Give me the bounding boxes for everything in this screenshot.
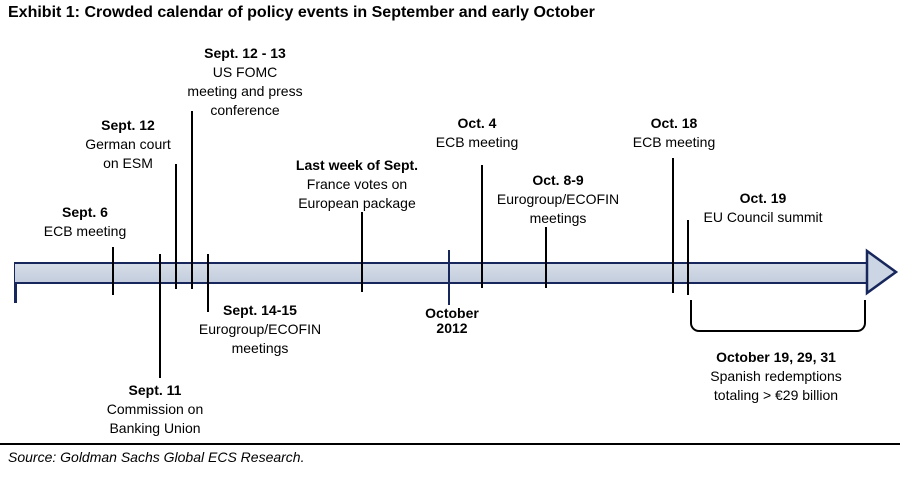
event-date: Sept. 12 - 13 <box>204 45 286 61</box>
event-desc: German court <box>85 136 171 152</box>
event-desc: ECB meeting <box>435 134 519 150</box>
event-oct-4: Oct. 4 ECB meeting <box>436 114 518 152</box>
axis-month-label: October 2012 <box>425 306 479 336</box>
event-oct-19: Oct. 19 EU Council summit <box>703 189 822 227</box>
event-spanish-redemptions: October 19, 29, 31 Spanish redemptions t… <box>710 348 842 405</box>
tick-sept-12-13 <box>191 111 193 289</box>
event-sept-6: Sept. 6 ECB meeting <box>44 203 126 241</box>
event-oct-18: Oct. 18 ECB meeting <box>633 114 715 152</box>
tick-oct-4 <box>481 165 483 288</box>
tick-sept-6 <box>112 247 114 295</box>
event-date: Sept. 11 <box>128 382 182 398</box>
event-desc: Commission on <box>106 401 204 417</box>
event-desc: European package <box>298 195 416 211</box>
tick-last-week-sept <box>361 212 363 292</box>
tick-sept-12 <box>175 164 177 289</box>
event-desc: ECB meeting <box>632 134 716 150</box>
event-sept-12-13: Sept. 12 - 13 US FOMC meeting and press … <box>187 44 302 120</box>
event-date: Sept. 12 <box>101 117 155 133</box>
axis-month: October <box>425 305 479 321</box>
event-desc: conference <box>210 102 280 118</box>
event-desc: France votes on <box>306 176 408 192</box>
event-desc: totaling > €29 billion <box>713 387 839 403</box>
event-date: Sept. 6 <box>62 204 108 220</box>
bracket-spanish-redemptions <box>690 300 866 332</box>
event-desc: Eurogroup/ECOFIN <box>496 191 620 207</box>
tick-sept-14-15 <box>207 254 209 312</box>
event-date: Last week of Sept. <box>295 157 419 173</box>
event-last-week-sept: Last week of Sept. France votes on Europ… <box>296 156 418 213</box>
event-desc: meeting and press <box>187 83 303 99</box>
event-date: Oct. 19 <box>739 190 787 206</box>
axis-year: 2012 <box>436 320 468 336</box>
event-sept-11: Sept. 11 Commission on Banking Union <box>107 381 203 438</box>
tick-oct-19 <box>687 220 689 295</box>
timeline-bar <box>15 262 868 284</box>
event-desc: meetings <box>529 210 587 226</box>
event-desc: Banking Union <box>109 420 201 436</box>
tick-sept-11 <box>159 254 161 378</box>
event-desc: Eurogroup/ECOFIN <box>198 321 322 337</box>
tick-october-2012 <box>448 250 450 305</box>
tick-oct-18 <box>672 158 674 293</box>
event-desc: on ESM <box>103 155 153 171</box>
event-desc: US FOMC <box>212 64 278 80</box>
event-date: Sept. 14-15 <box>223 302 297 318</box>
event-date: Oct. 18 <box>650 115 698 131</box>
footer-divider <box>0 443 900 445</box>
event-date: Oct. 8-9 <box>532 172 584 188</box>
event-desc: Spanish redemptions <box>710 368 842 384</box>
event-sept-12: Sept. 12 German court on ESM <box>85 116 171 173</box>
event-oct-8-9: Oct. 8-9 Eurogroup/ECOFIN meetings <box>497 171 619 228</box>
event-date: October 19, 29, 31 <box>716 349 836 365</box>
timeline-arrowhead-icon <box>865 248 899 296</box>
event-desc: meetings <box>231 340 289 356</box>
exhibit-title: Exhibit 1: Crowded calendar of policy ev… <box>8 4 595 21</box>
event-sept-14-15: Sept. 14-15 Eurogroup/ECOFIN meetings <box>199 301 321 358</box>
event-desc: EU Council summit <box>703 209 823 225</box>
event-date: Oct. 4 <box>457 115 497 131</box>
source-note: Source: Goldman Sachs Global ECS Researc… <box>8 449 305 465</box>
event-desc: ECB meeting <box>43 223 127 239</box>
tick-oct-8-9 <box>545 227 547 288</box>
